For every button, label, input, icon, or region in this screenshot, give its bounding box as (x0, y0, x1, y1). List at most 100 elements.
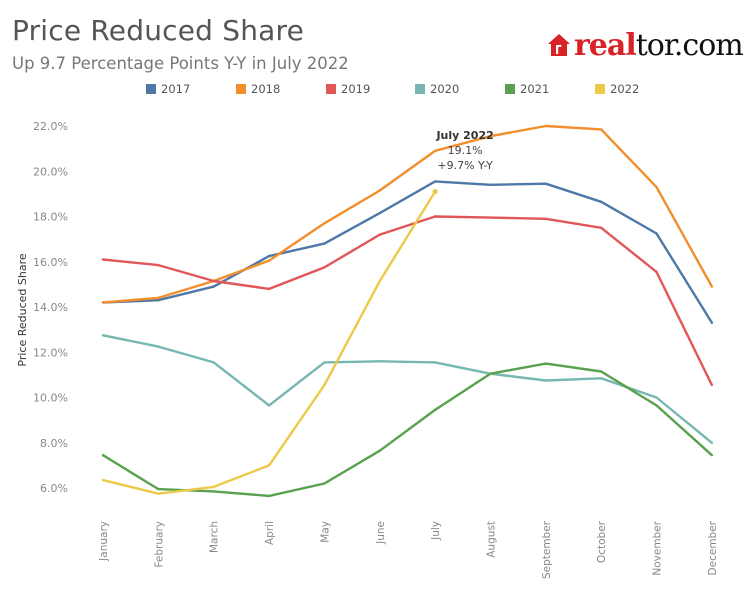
data-point-2021-march[interactable] (212, 490, 215, 493)
legend-label: 2018 (251, 82, 281, 96)
data-point-2022-february[interactable] (157, 492, 160, 495)
data-point-2022-may[interactable] (323, 383, 326, 387)
line-2021[interactable] (102, 362, 713, 498)
data-point-2019-july[interactable] (433, 215, 437, 218)
data-point-2018-may[interactable] (323, 222, 326, 225)
legend-label: 2017 (161, 82, 191, 96)
data-point-2021-february[interactable] (157, 487, 160, 491)
data-point-2019-march[interactable] (212, 279, 215, 283)
data-point-2017-november[interactable] (655, 232, 658, 235)
series-lines (101, 124, 714, 498)
legend-item-2021[interactable]: 2021 (505, 82, 549, 96)
data-point-2017-may[interactable] (323, 242, 326, 245)
x-tick-label: March (209, 521, 221, 553)
data-point-2017-july[interactable] (433, 180, 437, 183)
data-point-2020-february[interactable] (157, 345, 160, 348)
legend-item-2022[interactable]: 2022 (595, 82, 639, 96)
data-point-2018-december[interactable] (710, 285, 714, 288)
data-point-2019-may[interactable] (323, 266, 326, 269)
line-2017[interactable] (102, 180, 713, 324)
x-tick-label: May (319, 521, 331, 543)
data-point-2017-february[interactable] (157, 299, 160, 302)
data-point-2021-december[interactable] (710, 453, 714, 457)
data-point-2021-june[interactable] (378, 449, 381, 452)
data-point-2019-january[interactable] (101, 258, 105, 261)
data-point-2021-may[interactable] (323, 482, 326, 485)
legend-item-2020[interactable]: 2020 (415, 82, 459, 96)
data-point-2018-april[interactable] (267, 259, 271, 262)
data-point-2020-january[interactable] (101, 334, 105, 337)
data-point-2021-october[interactable] (599, 370, 603, 373)
data-point-2018-june[interactable] (378, 189, 381, 192)
line-2018[interactable] (102, 124, 713, 304)
data-point-2017-april[interactable] (267, 254, 271, 258)
data-point-2020-june[interactable] (378, 360, 381, 363)
data-point-2017-december[interactable] (710, 321, 714, 325)
data-point-2017-march[interactable] (212, 285, 215, 288)
data-point-2017-june[interactable] (378, 211, 381, 215)
annotation-title: July 2022 (435, 129, 493, 142)
data-point-2021-november[interactable] (655, 404, 658, 407)
data-point-2020-july[interactable] (433, 361, 437, 364)
annotation-marker (432, 189, 438, 195)
data-point-2018-september[interactable] (544, 124, 547, 128)
y-axis-label: Price Reduced Share (16, 253, 29, 366)
line-2020[interactable] (102, 334, 713, 444)
series-2021 (101, 362, 714, 498)
data-point-2020-december[interactable] (710, 441, 714, 444)
x-tick-label: January (98, 521, 110, 562)
data-point-2018-november[interactable] (655, 185, 658, 189)
legend-label: 2022 (610, 82, 640, 96)
y-axis: 6.0% 8.0% 10.0% 12.0% 14.0% 16.0% 18.0% 20.0% 22… (33, 120, 68, 495)
data-point-2019-april[interactable] (267, 287, 271, 291)
legend-item-2018[interactable]: 2018 (236, 82, 280, 96)
data-point-2020-april[interactable] (267, 404, 271, 407)
data-point-2020-november[interactable] (655, 396, 658, 399)
data-point-2019-november[interactable] (655, 270, 658, 274)
data-point-2019-september[interactable] (544, 217, 547, 220)
data-point-2018-february[interactable] (157, 296, 160, 300)
data-point-2019-june[interactable] (378, 233, 381, 236)
series-2020 (101, 334, 714, 444)
data-point-2021-august[interactable] (489, 372, 492, 375)
series-2022 (101, 190, 437, 495)
data-point-2022-march[interactable] (212, 485, 215, 489)
chart-title: Price Reduced Share (12, 14, 305, 47)
data-point-2018-august[interactable] (489, 134, 492, 138)
data-point-2022-january[interactable] (101, 478, 105, 482)
line-2019[interactable] (102, 215, 713, 386)
y-tick-label: 8.0% (40, 437, 68, 450)
data-point-2020-march[interactable] (212, 361, 215, 364)
data-point-2021-april[interactable] (267, 494, 271, 498)
data-point-2018-october[interactable] (599, 128, 603, 131)
data-point-2018-july[interactable] (433, 149, 437, 153)
data-point-2019-october[interactable] (599, 226, 603, 230)
legend-item-2017[interactable]: 2017 (146, 82, 190, 96)
y-tick-label: 20.0% (33, 165, 68, 178)
y-tick-label: 16.0% (33, 256, 68, 269)
legend-label: 2021 (520, 82, 550, 96)
data-point-2017-august[interactable] (489, 183, 492, 187)
data-point-2021-september[interactable] (544, 362, 547, 365)
july-2022-annotation: July 2022 19.1% +9.7% Y-Y (435, 129, 493, 172)
legend-swatch (415, 84, 425, 94)
data-point-2018-january[interactable] (101, 301, 105, 304)
data-point-2019-december[interactable] (710, 383, 714, 387)
data-point-2022-june[interactable] (378, 279, 381, 283)
x-tick-label: August (485, 521, 497, 558)
data-point-2021-july[interactable] (433, 408, 437, 412)
data-point-2020-september[interactable] (544, 379, 547, 382)
legend-swatch (236, 84, 246, 94)
data-point-2021-january[interactable] (101, 453, 105, 457)
data-point-2017-september[interactable] (544, 182, 547, 185)
realtor-logo: real tor.com (548, 28, 744, 63)
data-point-2020-may[interactable] (323, 361, 326, 364)
data-point-2022-april[interactable] (267, 464, 271, 467)
data-point-2019-february[interactable] (157, 263, 160, 267)
data-point-2020-october[interactable] (599, 377, 603, 380)
y-tick-label: 14.0% (33, 301, 68, 314)
data-point-2019-august[interactable] (489, 216, 492, 219)
line-2022[interactable] (102, 190, 437, 495)
legend-item-2019[interactable]: 2019 (326, 82, 370, 96)
data-point-2017-october[interactable] (599, 200, 603, 203)
